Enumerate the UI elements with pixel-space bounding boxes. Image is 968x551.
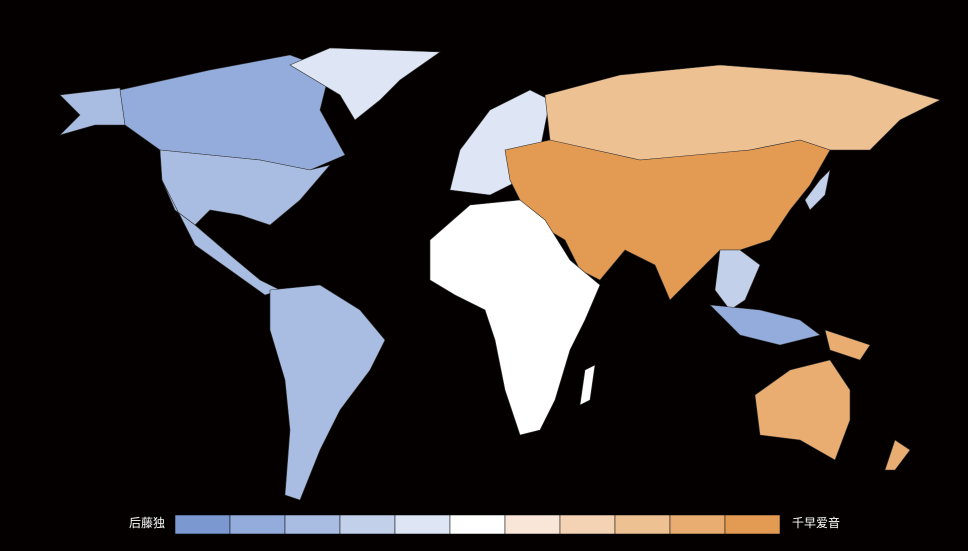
region[interactable]	[161, 179, 281, 296]
region[interactable]	[269, 284, 386, 501]
region[interactable]	[754, 359, 851, 461]
legend-swatch[interactable]	[504, 514, 561, 535]
legend-swatch[interactable]	[614, 514, 671, 535]
region[interactable]	[579, 364, 596, 406]
region[interactable]	[714, 249, 761, 311]
legend-swatch[interactable]	[174, 514, 231, 535]
region[interactable]	[709, 304, 821, 346]
region[interactable]	[58, 87, 126, 136]
legend-low-label: 后藤独	[129, 516, 165, 530]
legend-swatch[interactable]	[449, 514, 506, 535]
legend-swatch[interactable]	[559, 514, 616, 535]
legend-swatch[interactable]	[669, 514, 726, 535]
region[interactable]	[119, 54, 346, 171]
legend-swatch[interactable]	[394, 514, 451, 535]
legend-swatch[interactable]	[284, 514, 341, 535]
map	[58, 47, 941, 501]
region[interactable]	[884, 439, 911, 471]
region[interactable]	[289, 47, 441, 121]
region[interactable]	[804, 169, 831, 211]
region[interactable]	[824, 329, 871, 361]
legend-high-label: 千早爱音	[792, 515, 840, 530]
legend-swatch[interactable]	[724, 514, 781, 535]
legend-swatch[interactable]	[229, 514, 286, 535]
region[interactable]	[429, 199, 601, 436]
legend-swatch[interactable]	[339, 514, 396, 535]
